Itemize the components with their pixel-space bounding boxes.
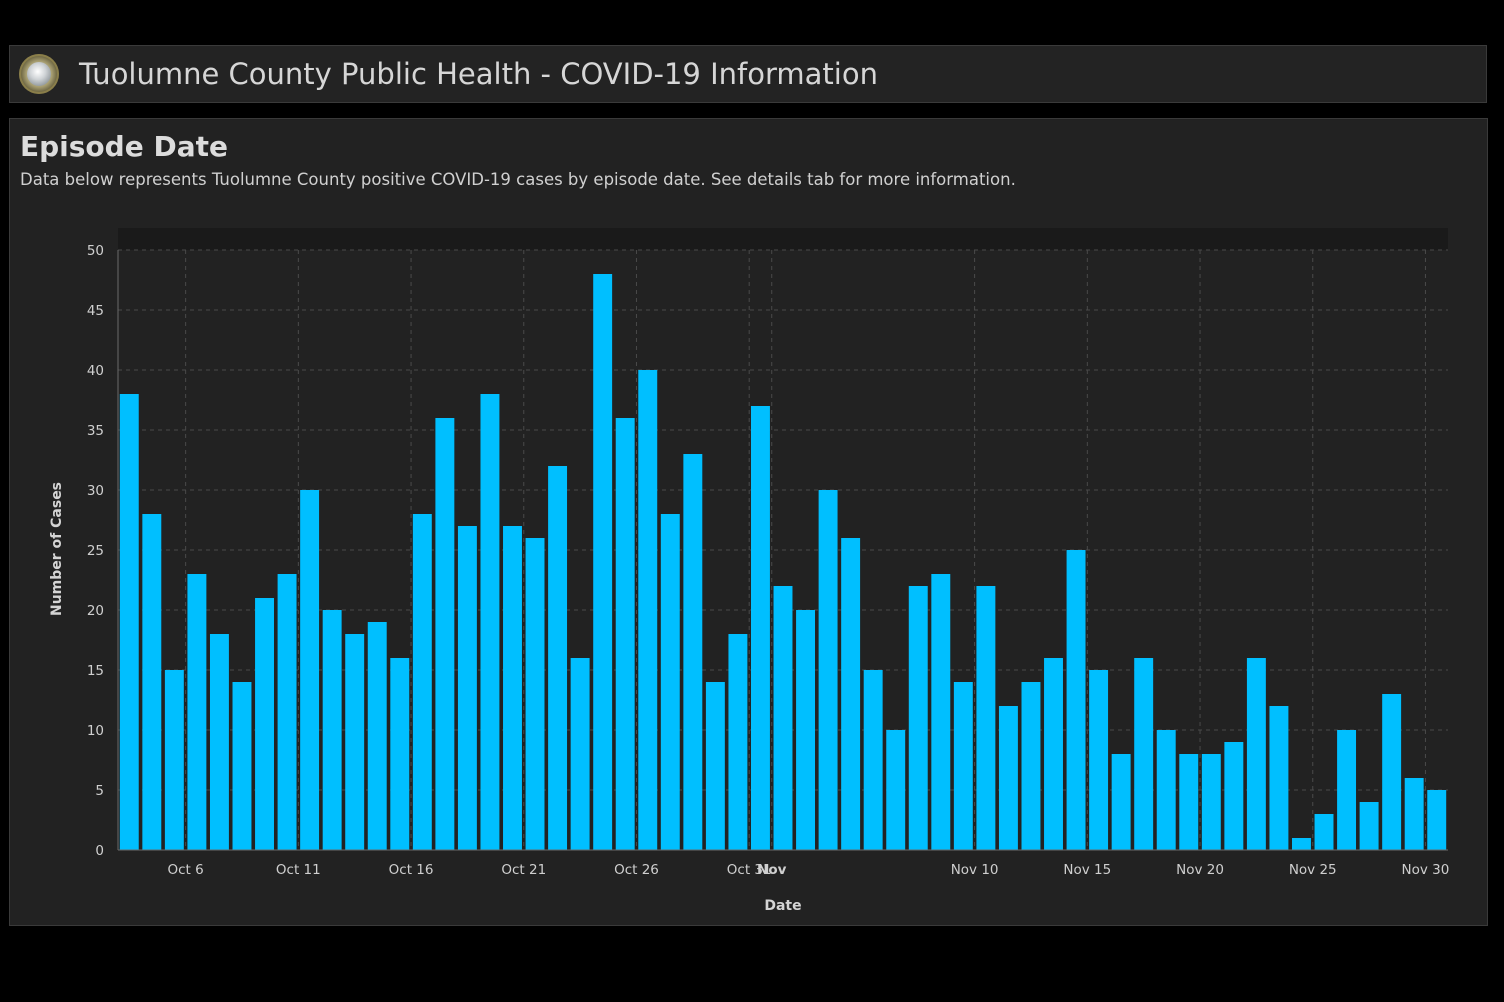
bar[interactable] bbox=[1134, 658, 1154, 850]
bar[interactable] bbox=[1359, 802, 1379, 850]
bar[interactable] bbox=[638, 370, 658, 850]
bar[interactable] bbox=[908, 586, 928, 850]
bar[interactable] bbox=[886, 730, 906, 850]
bar[interactable] bbox=[1201, 754, 1221, 850]
bar[interactable] bbox=[863, 670, 883, 850]
x-tick-label: Oct 26 bbox=[614, 862, 659, 878]
panel-title: Episode Date bbox=[20, 130, 228, 163]
x-tick-label: Nov 15 bbox=[1063, 862, 1111, 878]
bar[interactable] bbox=[1427, 790, 1447, 850]
x-tick-label: Nov bbox=[757, 862, 787, 878]
bar[interactable] bbox=[1404, 778, 1424, 850]
bar[interactable] bbox=[1246, 658, 1266, 850]
panel-description: Data below represents Tuolumne County po… bbox=[20, 170, 1016, 189]
x-tick-label: Oct 31 bbox=[727, 862, 772, 878]
bar[interactable] bbox=[548, 466, 568, 850]
y-tick-label: 40 bbox=[87, 363, 104, 379]
chart-axes: 0 5 10 15 20 25 30 35 40 45 50 Oct 6 Oct 11 Oct 16 Oct… bbox=[87, 243, 1450, 878]
bar[interactable] bbox=[593, 274, 613, 850]
bar[interactable] bbox=[1292, 838, 1311, 850]
x-tick-label: Oct 11 bbox=[276, 862, 321, 878]
bar[interactable] bbox=[818, 490, 838, 850]
bar[interactable] bbox=[1314, 814, 1334, 850]
bar[interactable] bbox=[750, 406, 770, 850]
bar[interactable] bbox=[1089, 670, 1109, 850]
x-tick-label: Nov 20 bbox=[1176, 862, 1224, 878]
bar[interactable] bbox=[503, 526, 522, 850]
bar[interactable] bbox=[615, 418, 635, 850]
bar[interactable] bbox=[728, 634, 748, 850]
bar[interactable] bbox=[1044, 658, 1063, 850]
y-tick-label: 35 bbox=[87, 423, 104, 439]
bar[interactable] bbox=[1156, 730, 1176, 850]
bar[interactable] bbox=[1269, 706, 1289, 850]
bar[interactable] bbox=[187, 574, 207, 850]
bar[interactable] bbox=[435, 418, 455, 850]
x-tick-label: Oct 21 bbox=[501, 862, 546, 878]
bar[interactable] bbox=[255, 598, 274, 850]
bar[interactable] bbox=[322, 610, 342, 850]
bar[interactable] bbox=[773, 586, 793, 850]
bar[interactable] bbox=[570, 658, 590, 850]
chart-bars bbox=[119, 274, 1447, 850]
bar[interactable] bbox=[796, 610, 816, 850]
x-tick-label: Oct 6 bbox=[168, 862, 204, 878]
bar[interactable] bbox=[660, 514, 680, 850]
x-tick-label: Nov 25 bbox=[1289, 862, 1337, 878]
bar[interactable] bbox=[1179, 754, 1199, 850]
bar[interactable] bbox=[705, 682, 725, 850]
chart-top-band bbox=[118, 228, 1448, 250]
bar[interactable] bbox=[1337, 730, 1357, 850]
y-tick-label: 0 bbox=[95, 843, 104, 859]
bar[interactable] bbox=[345, 634, 365, 850]
bar[interactable] bbox=[367, 622, 387, 850]
y-tick-label: 30 bbox=[87, 483, 104, 499]
bar[interactable] bbox=[1066, 550, 1086, 850]
bar[interactable] bbox=[277, 574, 297, 850]
x-tick-label: Nov 30 bbox=[1402, 862, 1450, 878]
y-tick-label: 20 bbox=[87, 603, 104, 619]
bar[interactable] bbox=[841, 538, 861, 850]
y-tick-label: 45 bbox=[87, 303, 104, 319]
bar[interactable] bbox=[480, 394, 500, 850]
y-tick-label: 50 bbox=[87, 243, 104, 259]
bar[interactable] bbox=[164, 670, 184, 850]
y-tick-label: 15 bbox=[87, 663, 104, 679]
bar[interactable] bbox=[1382, 694, 1402, 850]
bar[interactable] bbox=[232, 682, 252, 850]
bar[interactable] bbox=[1021, 682, 1041, 850]
y-tick-label: 5 bbox=[95, 783, 104, 799]
x-tick-label: Nov 10 bbox=[951, 862, 999, 878]
x-axis-title: Date bbox=[764, 898, 801, 914]
bar[interactable] bbox=[683, 454, 703, 850]
bar[interactable] bbox=[976, 586, 996, 850]
app-title: Tuolumne County Public Health - COVID-19… bbox=[79, 57, 878, 91]
bar[interactable] bbox=[412, 514, 432, 850]
bar[interactable] bbox=[931, 574, 951, 850]
bar[interactable] bbox=[390, 658, 410, 850]
bar[interactable] bbox=[119, 394, 139, 850]
app-header: Tuolumne County Public Health - COVID-19… bbox=[9, 45, 1487, 103]
bar[interactable] bbox=[457, 526, 477, 850]
bar[interactable] bbox=[142, 514, 162, 850]
bar[interactable] bbox=[953, 682, 973, 850]
bar[interactable] bbox=[998, 706, 1018, 850]
y-axis-title: Number of Cases bbox=[49, 482, 65, 616]
bar[interactable] bbox=[1111, 754, 1131, 850]
bar[interactable] bbox=[525, 538, 545, 850]
bar[interactable] bbox=[209, 634, 229, 850]
y-tick-label: 25 bbox=[87, 543, 104, 559]
y-tick-label: 10 bbox=[87, 723, 104, 739]
county-seal-icon bbox=[19, 54, 59, 94]
bar[interactable] bbox=[1224, 742, 1244, 850]
x-tick-label: Oct 16 bbox=[389, 862, 434, 878]
bar[interactable] bbox=[300, 490, 320, 850]
